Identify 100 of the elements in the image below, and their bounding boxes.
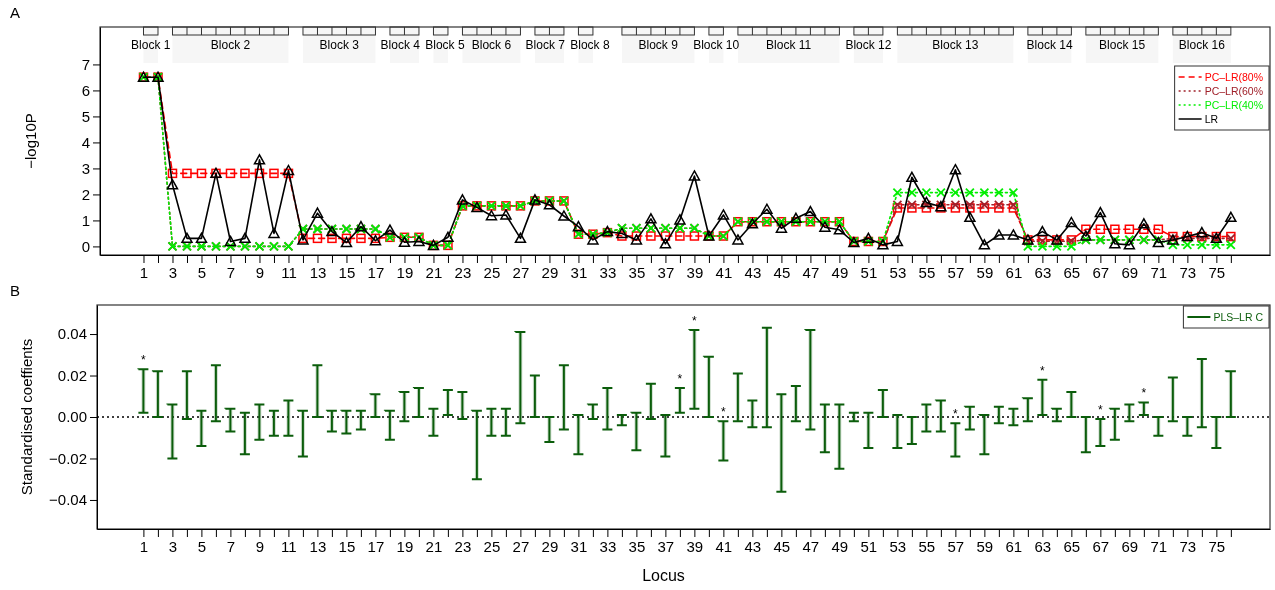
chart-title: B <box>10 282 21 299</box>
x-tick-label: 67 <box>1092 537 1110 555</box>
y-tick-label: −0.02 <box>49 449 87 467</box>
x-tick-label: 39 <box>686 263 704 281</box>
text: PLS–LR C <box>1213 311 1264 323</box>
x-tick-label: 43 <box>744 263 762 281</box>
x-tick-label: 19 <box>396 537 414 555</box>
y-tick-label: −0.04 <box>49 491 87 509</box>
band-label: Block 3 <box>319 38 360 52</box>
x-tick-label: 29 <box>541 537 559 555</box>
x-tick-label: 69 <box>1121 537 1139 555</box>
x-tick-label: 75 <box>1208 537 1226 555</box>
x-tick-label: 51 <box>860 537 878 555</box>
bar <box>847 411 860 423</box>
band-label: Block 2 <box>210 38 251 52</box>
x-tick-label: 41 <box>715 263 733 281</box>
y-tick-label: 0.04 <box>57 325 87 343</box>
band-label: Block 11 <box>766 38 812 52</box>
y-tick-label: 0.00 <box>57 408 87 426</box>
x-tick-label: 73 <box>1179 263 1197 281</box>
band-label: Block 13 <box>932 38 979 52</box>
x-tick-label: 1 <box>139 537 149 555</box>
bar <box>1050 407 1063 423</box>
x-tick-label: 49 <box>831 263 849 281</box>
bar <box>992 405 1005 425</box>
y-tick-label: 0 <box>81 237 90 255</box>
x-tick-label: 59 <box>976 263 994 281</box>
x-tick-label: 47 <box>802 537 820 555</box>
y-tick-label: 0.02 <box>57 366 87 384</box>
x-tick-label: 69 <box>1121 263 1139 281</box>
x-tick-label: 15 <box>338 263 356 281</box>
x-tick-label: 27 <box>512 263 530 281</box>
x-axis-title: Locus <box>642 567 685 584</box>
text: LR <box>1204 113 1219 125</box>
x-tick-label: 63 <box>1034 537 1052 555</box>
x-tick-label: 33 <box>599 263 617 281</box>
x-tick-label: 31 <box>570 263 588 281</box>
x-tick-label: 35 <box>628 263 646 281</box>
x-tick-label: 57 <box>947 537 965 555</box>
x-tick-label: 23 <box>454 537 472 555</box>
bar <box>1007 407 1020 427</box>
x-tick-label: 13 <box>309 263 327 281</box>
band-label: Block 16 <box>1178 38 1226 52</box>
y-axis-title: Standardised coeffients <box>18 338 35 496</box>
x-tick-label: 25 <box>483 537 501 555</box>
x-tick-label: 17 <box>367 263 385 281</box>
y-tick-label: 7 <box>81 55 90 73</box>
x-tick-label: 39 <box>686 537 704 555</box>
x-tick-label: 9 <box>255 263 265 281</box>
band-label: Block 6 <box>471 38 512 52</box>
x-tick-label: 55 <box>918 537 936 555</box>
x-tick-label: 37 <box>657 263 675 281</box>
x-tick-label: 5 <box>197 537 207 555</box>
annotation: * <box>692 313 698 328</box>
x-tick-label: 5 <box>197 263 207 281</box>
annotation: * <box>953 407 959 422</box>
x-tick-label: 65 <box>1063 537 1081 555</box>
y-tick-label: 4 <box>81 133 90 151</box>
x-tick-label: 33 <box>599 537 617 555</box>
annotation: * <box>677 371 683 386</box>
x-tick-label: 13 <box>309 537 327 555</box>
band-label: Block 4 <box>380 38 421 52</box>
x-tick-label: 11 <box>281 263 297 281</box>
annotation: * <box>141 353 147 368</box>
bar <box>1123 403 1136 423</box>
x-tick-label: 61 <box>1005 263 1023 281</box>
x-tick-label: 15 <box>338 537 356 555</box>
annotation: * <box>1098 403 1104 418</box>
x-tick-label: 45 <box>773 263 791 281</box>
x-tick-label: 49 <box>831 537 849 555</box>
x-tick-label: 71 <box>1150 263 1168 281</box>
x-tick-label: 17 <box>367 537 385 555</box>
x-tick-label: 51 <box>860 263 878 281</box>
x-tick-label: 19 <box>396 263 414 281</box>
x-tick-label: 47 <box>802 263 820 281</box>
x-tick-label: 3 <box>168 263 178 281</box>
x-tick-label: 37 <box>657 537 675 555</box>
chart-title: A <box>10 4 21 21</box>
text: PC–LR(80% <box>1204 71 1263 83</box>
x-tick-label: 31 <box>570 537 588 555</box>
x-tick-label: 73 <box>1179 537 1197 555</box>
x-tick-label: 55 <box>918 263 936 281</box>
x-tick-label: 11 <box>281 537 297 555</box>
bar <box>615 413 628 427</box>
annotation: * <box>721 405 727 420</box>
y-tick-label: 2 <box>81 185 90 203</box>
text: PC–LR(60% <box>1204 85 1263 97</box>
x-tick-label: 21 <box>425 537 443 555</box>
band-label: Block 15 <box>1099 38 1146 52</box>
x-tick-label: 27 <box>512 537 530 555</box>
x-tick-label: 65 <box>1063 263 1081 281</box>
x-tick-label: 25 <box>483 263 501 281</box>
x-tick-label: 59 <box>976 537 994 555</box>
x-tick-label: 3 <box>168 537 178 555</box>
band-label: Block 5 <box>425 38 465 52</box>
annotation: * <box>1141 386 1147 401</box>
x-tick-label: 1 <box>139 263 149 281</box>
y-tick-label: 5 <box>81 107 90 125</box>
bar <box>586 403 599 421</box>
x-tick-label: 67 <box>1092 263 1110 281</box>
